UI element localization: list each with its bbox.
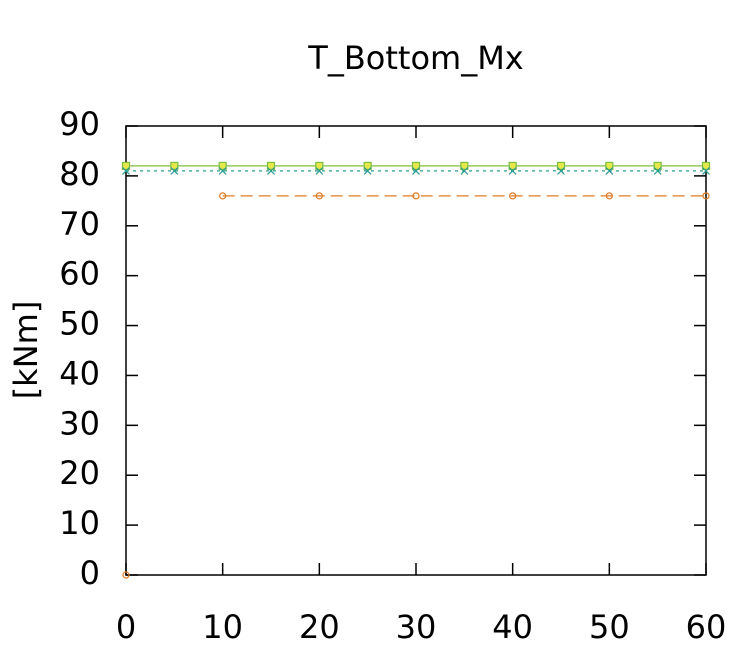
point	[508, 166, 517, 175]
point	[218, 161, 227, 171]
point	[218, 166, 227, 175]
x-tick-label: 10	[202, 608, 243, 646]
point	[508, 161, 517, 171]
x-tick-label: 50	[589, 608, 630, 646]
point	[557, 166, 565, 175]
point	[701, 161, 711, 171]
point	[605, 166, 614, 175]
y-tick-label: 90	[59, 105, 100, 143]
point	[605, 161, 614, 171]
y-axis-label: [kNm]	[7, 301, 45, 400]
point	[122, 571, 130, 579]
point	[509, 192, 517, 200]
point	[315, 192, 323, 200]
point	[170, 161, 179, 171]
point	[363, 161, 372, 171]
point	[702, 166, 710, 175]
point	[653, 161, 662, 171]
chart-title: T_Bottom_Mx	[307, 39, 523, 77]
y-tick-label: 10	[59, 504, 100, 542]
point	[460, 166, 469, 175]
x-tick-label: 60	[686, 608, 727, 646]
point	[122, 166, 130, 175]
y-tick-label: 20	[59, 454, 100, 492]
point	[315, 166, 324, 175]
x-tick-label: 0	[116, 608, 136, 646]
point	[267, 166, 275, 175]
point	[170, 166, 179, 175]
point	[460, 161, 469, 171]
y-tick-label: 80	[59, 155, 100, 193]
point	[702, 192, 710, 200]
x-tick-label: 40	[492, 608, 533, 646]
point	[412, 166, 420, 175]
point	[605, 192, 613, 200]
point	[266, 161, 276, 171]
point	[363, 166, 372, 175]
point	[412, 192, 420, 200]
point	[411, 161, 421, 171]
y-tick-label: 50	[59, 305, 100, 343]
x-tick-label: 30	[396, 608, 437, 646]
point	[653, 166, 662, 175]
y-tick-label: 0	[80, 554, 100, 592]
y-tick-label: 60	[59, 255, 100, 293]
point	[121, 161, 131, 171]
point	[556, 161, 566, 171]
y-tick-label: 40	[59, 354, 100, 392]
x-tick-label: 20	[299, 608, 340, 646]
point	[315, 161, 324, 171]
point	[219, 192, 227, 200]
y-tick-label: 70	[59, 205, 100, 243]
y-tick-label: 30	[59, 404, 100, 442]
